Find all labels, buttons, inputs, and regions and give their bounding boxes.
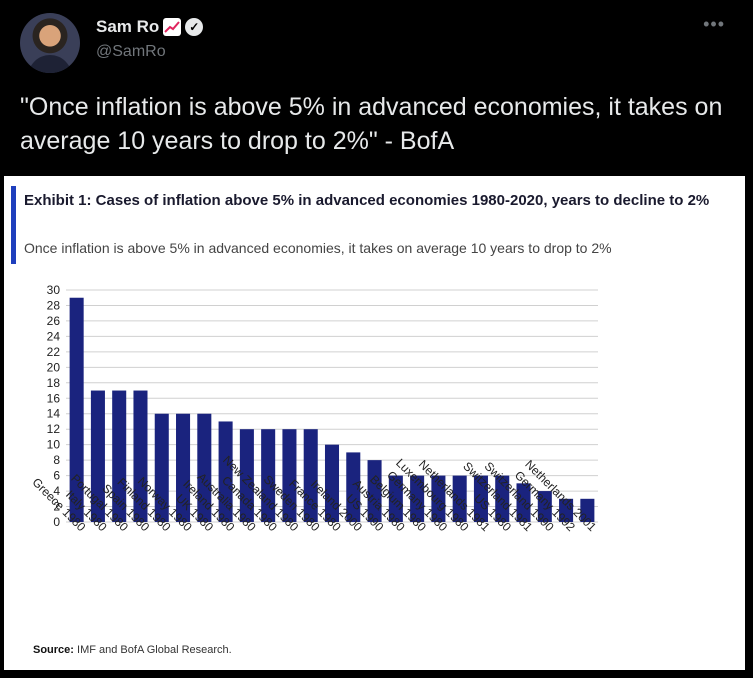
bar [303,429,318,522]
y-tick-label: 8 [53,453,60,467]
exhibit-subtitle: Once inflation is above 5% in advanced e… [24,240,612,256]
author-handle[interactable]: @SamRo [96,43,166,60]
y-tick-label: 0 [53,515,60,529]
author-name-row[interactable]: Sam Ro ✓ [96,17,204,37]
bar [431,475,446,522]
bar [239,429,254,522]
bar [537,491,552,522]
source-note: Source: IMF and BofA Global Research. [33,644,232,656]
bar [346,452,361,522]
y-tick-label: 2 [53,500,60,514]
source-label: Source: [33,644,74,656]
bar [90,390,105,522]
y-tick-label: 24 [47,329,61,343]
y-tick-label: 14 [47,407,61,421]
author-avatar[interactable] [20,13,80,73]
y-tick-label: 6 [53,469,60,483]
bar [495,475,510,522]
exhibit-title: Exhibit 1: Cases of inflation above 5% i… [24,192,710,209]
tweet-image[interactable]: Exhibit 1: Cases of inflation above 5% i… [4,176,745,670]
bar [69,297,84,522]
chart-increasing-icon [163,18,182,36]
bar [176,413,191,522]
bar [452,475,467,522]
source-text: IMF and BofA Global Research. [77,644,232,656]
bar [261,429,276,522]
y-tick-label: 12 [47,422,61,436]
y-tick-label: 18 [47,376,61,390]
y-tick-label: 4 [53,484,60,498]
y-tick-label: 16 [47,391,61,405]
y-tick-label: 20 [47,360,61,374]
bar [580,498,595,522]
bar [388,475,403,522]
bar [218,421,233,522]
author-name[interactable]: Sam Ro [96,17,160,36]
bar [133,390,148,522]
y-tick-label: 22 [47,345,61,359]
bar [410,475,425,522]
bar [282,429,297,522]
verified-icon: ✓ [185,18,204,36]
bar [516,483,531,522]
bar [197,413,212,522]
tweet-text: "Once inflation is above 5% in advanced … [20,93,723,155]
y-tick-label: 30 [47,283,61,297]
bar [324,444,340,522]
bar [367,460,382,522]
bar [559,498,574,522]
bar [473,475,488,522]
y-tick-label: 10 [47,438,61,452]
y-tick-label: 28 [47,298,61,312]
bar [112,390,127,522]
more-icon[interactable]: ••• [703,14,725,34]
y-tick-label: 26 [47,314,61,328]
bar [154,413,169,522]
title-accent-bar [11,186,16,264]
